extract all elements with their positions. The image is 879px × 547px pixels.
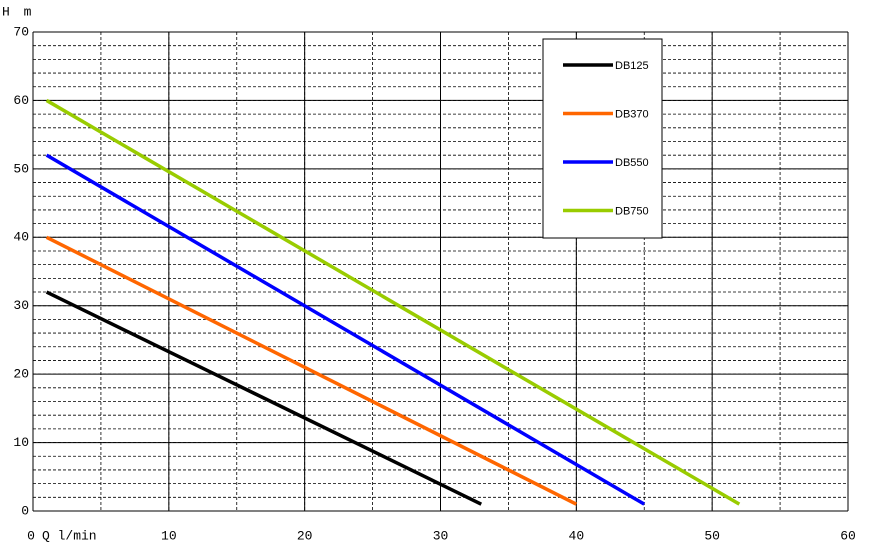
x-tick-label: 20 [297,528,313,543]
legend-label: DB370 [615,108,649,120]
x-tick-label: 50 [704,528,720,543]
x-axis-label: Q l/min [42,528,97,543]
legend-box [542,38,663,239]
y-tick-label: 10 [13,435,29,450]
series-line [45,235,578,506]
series-line [45,153,646,506]
legend-label: DB750 [615,205,649,217]
x-tick-label: 40 [569,528,585,543]
y-tick-label: 60 [13,93,29,108]
x-tick-label: 30 [433,528,449,543]
legend-label: DB125 [615,60,649,72]
y-tick-label: 0 [21,503,29,518]
y-axis-label: H m [2,4,32,19]
series-line [45,98,741,506]
series-line [45,290,483,506]
legend-label: DB550 [615,157,649,169]
y-tick-label: 30 [13,298,29,313]
x-tick-label: 0 [27,528,35,543]
y-tick-label: 70 [13,24,29,39]
x-tick-label: 60 [840,528,856,543]
x-tick-label: 10 [161,528,177,543]
y-tick-label: 50 [13,161,29,176]
y-tick-label: 20 [13,367,29,382]
y-tick-label: 40 [13,230,29,245]
